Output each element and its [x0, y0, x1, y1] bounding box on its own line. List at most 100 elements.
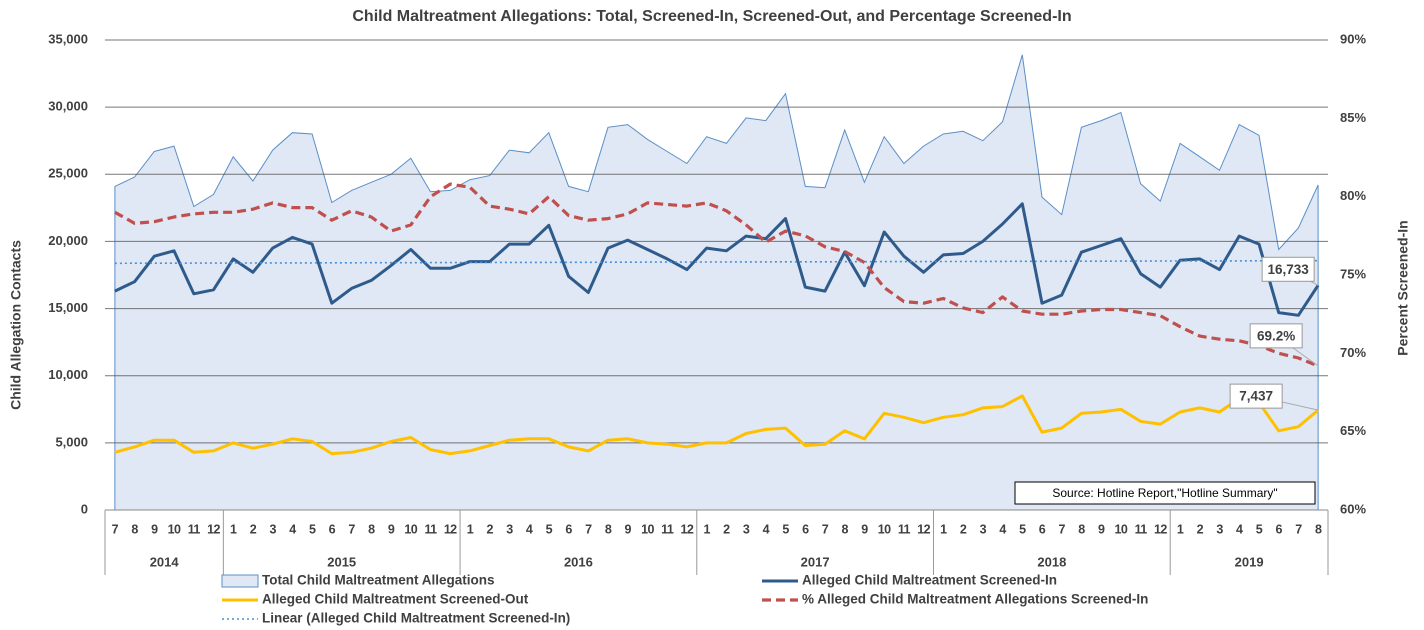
x-tick-label: 8 — [1315, 522, 1322, 536]
x-tick-label: 10 — [641, 522, 654, 536]
x-tick-label: 5 — [782, 522, 789, 536]
x-tick-label: 6 — [1276, 522, 1283, 536]
x-tick-label: 4 — [526, 522, 533, 536]
legend-swatch — [221, 574, 259, 588]
x-tick-label: 8 — [131, 522, 138, 536]
x-tick-label: 10 — [878, 522, 891, 536]
x-tick-label: 10 — [404, 522, 417, 536]
x-tick-label: 10 — [168, 522, 181, 536]
x-tick-label: 1 — [1177, 522, 1184, 536]
year-label: 2019 — [1235, 554, 1264, 569]
y-tick-label: 30,000 — [48, 99, 88, 114]
x-tick-label: 2 — [723, 522, 730, 536]
data-label: 7,437 — [1239, 389, 1273, 404]
x-tick-label: 7 — [1059, 522, 1066, 536]
x-tick-label: 5 — [1019, 522, 1026, 536]
y2-tick-label: 80% — [1340, 188, 1366, 203]
y-tick-label: 15,000 — [48, 300, 88, 315]
x-tick-label: 7 — [348, 522, 355, 536]
y2-tick-label: 60% — [1340, 501, 1366, 516]
x-tick-label: 1 — [467, 522, 474, 536]
area — [114, 54, 1319, 511]
x-tick-label: 2 — [486, 522, 493, 536]
line — [114, 394, 1320, 456]
legend-label: Total Child Maltreatment Allegations — [262, 573, 495, 588]
x-tick-label: 3 — [980, 522, 987, 536]
y2-tick-label: 75% — [1340, 266, 1366, 281]
x-tick-label: 5 — [1256, 522, 1263, 536]
y2-tick-label: 85% — [1340, 110, 1366, 125]
x-tick-label: 6 — [329, 522, 336, 536]
x-tick-label: 10 — [1115, 522, 1128, 536]
x-tick-label: 6 — [565, 522, 572, 536]
year-label: 2018 — [1037, 554, 1066, 569]
year-label: 2016 — [564, 554, 593, 569]
x-tick-label: 8 — [368, 522, 375, 536]
y-tick-label: 10,000 — [48, 367, 88, 382]
area-layer — [114, 54, 1319, 511]
x-tick-label: 8 — [1078, 522, 1085, 536]
chart-title: Child Maltreatment Allegations: Total, S… — [352, 8, 1071, 25]
x-tick-label: 1 — [230, 522, 237, 536]
line — [114, 202, 1320, 317]
y-tick-label: 20,000 — [48, 233, 88, 248]
x-tick-label: 9 — [151, 522, 158, 536]
x-tick-label: 2 — [250, 522, 257, 536]
x-tick-label: 3 — [743, 522, 750, 536]
x-tick-label: 9 — [388, 522, 395, 536]
source-box — [1014, 481, 1316, 505]
x-tick-label: 7 — [112, 522, 119, 536]
x-tick-label: 12 — [681, 522, 694, 536]
x-tick-label: 12 — [1154, 522, 1167, 536]
x-tick-label: 9 — [861, 522, 868, 536]
x-tick-label: 7 — [822, 522, 829, 536]
y-axis-label: Child Allegation Contacts — [8, 240, 24, 410]
x-tick-label: 2 — [1197, 522, 1204, 536]
x-tick-label: 6 — [1039, 522, 1046, 536]
grid-layer — [105, 39, 1328, 511]
line-layer — [114, 182, 1320, 456]
callout-box — [1249, 323, 1303, 349]
legend-label: Alleged Child Maltreatment Screened-In — [802, 573, 1057, 588]
year-label: 2015 — [327, 554, 356, 569]
x-tick-label: 3 — [1216, 522, 1223, 536]
legend-label: Linear (Alleged Child Maltreatment Scree… — [262, 611, 570, 626]
x-tick-label: 5 — [546, 522, 553, 536]
x-tick-label: 9 — [1098, 522, 1105, 536]
legend-label: % Alleged Child Maltreatment Allegations… — [802, 592, 1148, 607]
y2-tick-label: 90% — [1340, 31, 1366, 46]
y-tick-label: 5,000 — [55, 434, 88, 449]
x-tick-label: 3 — [506, 522, 513, 536]
trend-line — [114, 259, 1319, 265]
x-tick-label: 11 — [188, 522, 201, 536]
year-label: 2017 — [801, 554, 830, 569]
data-label: 69.2% — [1257, 328, 1295, 343]
x-tick-label: 12 — [207, 522, 220, 536]
x-tick-label: 6 — [802, 522, 809, 536]
x-tick-label: 4 — [763, 522, 770, 536]
x-tick-label: 7 — [1295, 522, 1302, 536]
x-tick-label: 1 — [940, 522, 947, 536]
y-tick-label: 25,000 — [48, 166, 88, 181]
x-tick-label: 2 — [960, 522, 967, 536]
y2-axis-label: Percent Screened-In — [1395, 220, 1411, 355]
data-label: 16,733 — [1267, 262, 1309, 277]
x-tick-label: 12 — [917, 522, 930, 536]
line — [114, 182, 1319, 368]
y2-tick-label: 70% — [1340, 345, 1366, 360]
x-tick-label: 5 — [309, 522, 316, 536]
y2-tick-label: 65% — [1340, 423, 1366, 438]
year-label: 2014 — [150, 554, 180, 569]
x-tick-label: 4 — [999, 522, 1006, 536]
callout-box — [1261, 256, 1315, 282]
x-tick-label: 8 — [842, 522, 849, 536]
y-tick-label: 0 — [81, 501, 88, 516]
x-tick-label: 9 — [625, 522, 632, 536]
x-tick-label: 4 — [1236, 522, 1243, 536]
legend-label: Alleged Child Maltreatment Screened-Out — [262, 592, 529, 607]
x-tick-label: 12 — [444, 522, 457, 536]
x-tick-label: 3 — [269, 522, 276, 536]
x-tick-label: 4 — [289, 522, 296, 536]
callout-box — [1229, 383, 1283, 409]
